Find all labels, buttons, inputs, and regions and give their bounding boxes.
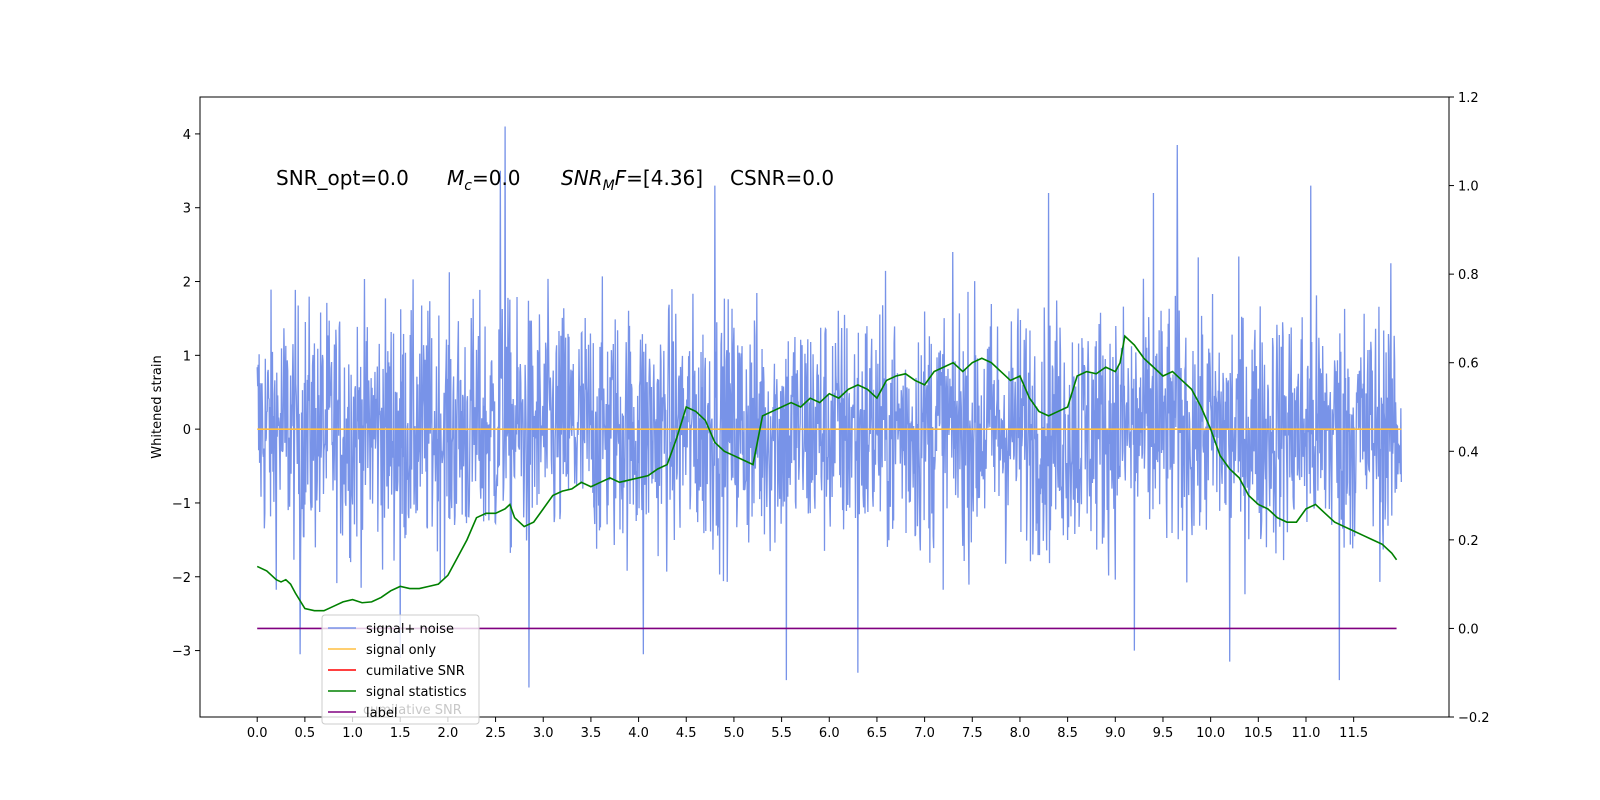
x-tick-label: 0.5 xyxy=(295,726,316,741)
x-tick-label: 11.5 xyxy=(1339,726,1368,741)
x-tick-label: 8.5 xyxy=(1057,726,1078,741)
y-tick-label: −3 xyxy=(172,645,191,660)
x-tick-label: 2.0 xyxy=(438,726,459,741)
legend-label-cumilative-snr: cumilative SNR xyxy=(366,664,465,679)
y2-tick-label: 0.4 xyxy=(1458,445,1479,460)
plot-frame xyxy=(199,96,1450,718)
legend-label-signal-only: signal only xyxy=(366,643,436,658)
x-tick-label: 10.0 xyxy=(1196,726,1225,741)
legend-overlapped-text: cumilative SNR xyxy=(363,703,462,718)
y2-tick-label: 0.6 xyxy=(1458,357,1479,372)
snr-mf-text: SNRMF=[4.36] xyxy=(561,166,703,194)
x-tick-label: 11.0 xyxy=(1292,726,1321,741)
csnr-text: CSNR=0.0 xyxy=(730,166,834,190)
x-tick-label: 3.0 xyxy=(533,726,554,741)
y-tick-label: 3 xyxy=(183,202,191,217)
series-line-signal-statistics xyxy=(256,334,1398,612)
y-tick-label: −2 xyxy=(172,571,191,586)
y-axis-label: Whitened strain xyxy=(150,355,165,458)
y2-tick-label: 1.0 xyxy=(1458,180,1479,195)
legend: cumilative SNR signal+ noise signal only c… xyxy=(321,614,480,725)
x-tick-label: 6.0 xyxy=(819,726,840,741)
x-tick-label: 4.5 xyxy=(676,726,697,741)
legend-label-signal-statistics: signal statistics xyxy=(366,685,467,700)
x-tick-label: 7.5 xyxy=(962,726,983,741)
x-tick-label: 1.5 xyxy=(390,726,411,741)
y-tick-label: 1 xyxy=(183,349,191,364)
x-tick-label: 1.0 xyxy=(342,726,363,741)
x-tick-label: 8.0 xyxy=(1010,726,1031,741)
y-tick-label: −1 xyxy=(172,497,191,512)
y-tick-label: 0 xyxy=(183,423,191,438)
legend-label-signal-noise: signal+ noise xyxy=(366,622,454,637)
y2-tick-label: 1.2 xyxy=(1458,91,1479,106)
x-tick-label: 0.0 xyxy=(247,726,268,741)
x-tick-label: 10.5 xyxy=(1244,726,1273,741)
y-axis-left: −3 −2 −1 0 1 2 3 4 xyxy=(172,128,200,660)
x-tick-label: 5.0 xyxy=(724,726,745,741)
x-tick-label: 7.0 xyxy=(914,726,935,741)
legend-label-label: label xyxy=(366,706,397,721)
legend-box xyxy=(321,614,480,725)
y-tick-label: 4 xyxy=(183,128,191,143)
x-tick-label: 6.5 xyxy=(867,726,888,741)
x-tick-label: 9.0 xyxy=(1105,726,1126,741)
x-axis: 0.0 0.5 1.0 1.5 2.0 2.5 3.0 3.5 4.0 4.5 5.0 5.5 6.0 6… xyxy=(247,717,1368,741)
x-tick-label: 2.5 xyxy=(485,726,506,741)
y-tick-label: 2 xyxy=(183,276,191,291)
x-tick-label: 3.5 xyxy=(581,726,602,741)
x-tick-label: 9.5 xyxy=(1153,726,1174,741)
stats-annotation: SNR_opt=0.0 Mc=0.0 SNRMF=[4.36] CSNR=0.0 xyxy=(276,166,834,194)
y2-tick-label: 0.8 xyxy=(1458,268,1479,283)
x-tick-label: 4.0 xyxy=(628,726,649,741)
legend-entries: signal+ noise signal only cumilative SNR si… xyxy=(328,622,467,721)
y2-tick-label: 0.2 xyxy=(1458,534,1479,549)
mc-text: Mc=0.0 xyxy=(447,166,521,194)
y-axis-right: −0.2 0.0 0.2 0.4 0.6 0.8 1.0 1.2 xyxy=(1449,91,1490,726)
y2-tick-label: 0.0 xyxy=(1458,622,1479,637)
snr-opt-text: SNR_opt=0.0 xyxy=(276,166,409,190)
y2-tick-label: −0.2 xyxy=(1458,711,1490,726)
x-tick-label: 5.5 xyxy=(771,726,792,741)
